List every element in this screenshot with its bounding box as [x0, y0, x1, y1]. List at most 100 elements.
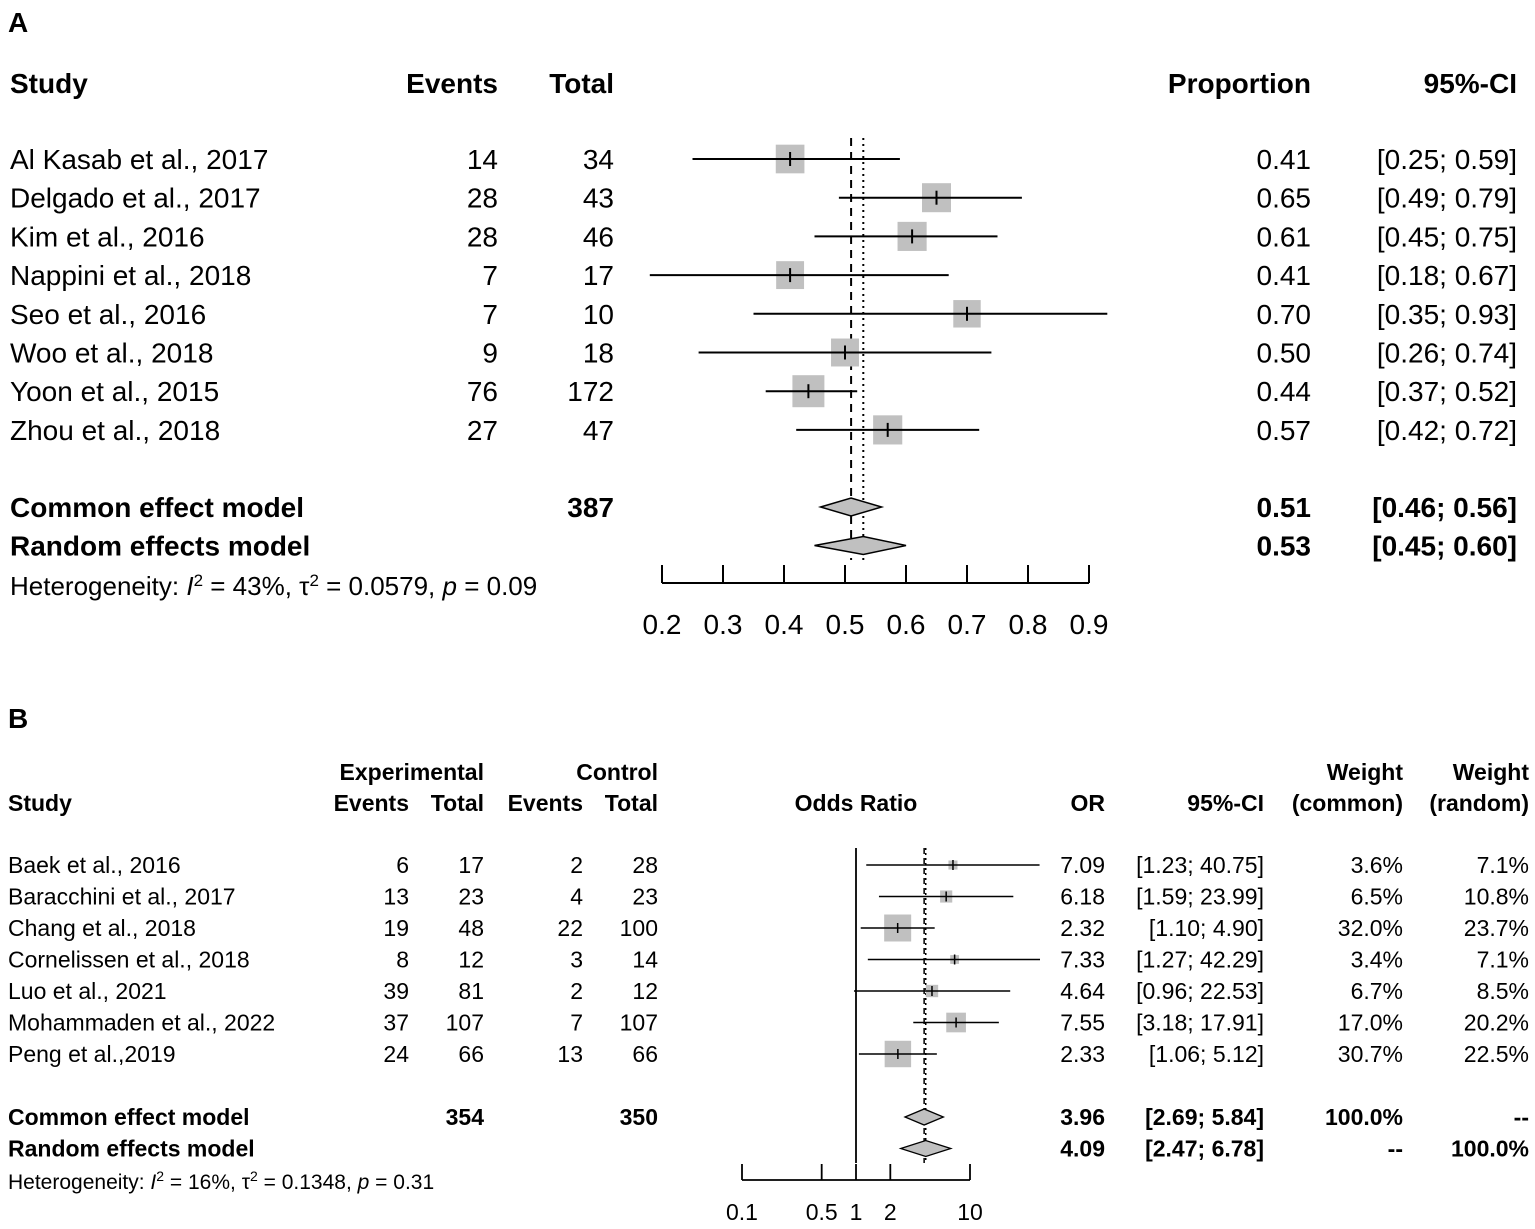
- ctl-total-b: 23: [632, 884, 658, 910]
- exp-total-b: 66: [458, 1041, 484, 1067]
- ci-a: [0.26; 0.74]: [1377, 338, 1517, 369]
- model-estimate-a: 0.51: [1257, 492, 1312, 523]
- total-a: 34: [583, 144, 614, 175]
- or-b: 2.32: [1060, 915, 1105, 941]
- heterogeneity-sup: 2: [309, 571, 318, 590]
- ci-a: [0.45; 0.75]: [1377, 221, 1517, 252]
- exp-events-b: 19: [383, 915, 409, 941]
- or-b: 4.64: [1060, 978, 1105, 1004]
- x-tick-label-a: 0.2: [643, 609, 682, 640]
- header-study-a: Study: [10, 68, 88, 99]
- heterogeneity-tau-symbol: τ: [299, 571, 310, 601]
- exp-events-b: 39: [383, 978, 409, 1004]
- ci-b: [0.96; 22.53]: [1136, 978, 1264, 1004]
- study-name-b: Peng et al.,2019: [8, 1041, 176, 1067]
- weight-common-b: 32.0%: [1338, 915, 1403, 941]
- exp-total-b: 81: [458, 978, 484, 1004]
- heterogeneity-prefix: Heterogeneity:: [10, 571, 186, 601]
- model-or-b: 4.09: [1060, 1136, 1105, 1162]
- study-name-b: Baek et al., 2016: [8, 852, 181, 878]
- total-a: 18: [583, 338, 614, 369]
- x-tick-label-b: 0.5: [806, 1199, 838, 1225]
- heterogeneity-tau: = 0.0579,: [319, 571, 443, 601]
- exp-total-b: 23: [458, 884, 484, 910]
- proportion-a: 0.44: [1257, 376, 1312, 407]
- ci-b: [1.06; 5.12]: [1149, 1041, 1264, 1067]
- model-weight-random-b: 100.0%: [1451, 1136, 1529, 1162]
- model-ci-b: [2.47; 6.78]: [1145, 1136, 1264, 1162]
- model-diamond-b: [898, 1139, 953, 1158]
- header-weight-random-sub-b: (random): [1429, 790, 1529, 816]
- weight-random-b: 22.5%: [1464, 1041, 1529, 1067]
- header-or-b: OR: [1071, 790, 1106, 816]
- header-exp-total-b: Total: [431, 790, 484, 816]
- study-name-b: Mohammaden et al., 2022: [8, 1010, 275, 1036]
- exp-events-b: 24: [383, 1041, 409, 1067]
- exp-total-b: 48: [458, 915, 484, 941]
- x-tick-label-a: 0.7: [948, 609, 987, 640]
- study-name-a: Zhou et al., 2018: [10, 415, 220, 446]
- heterogeneity-prefix: Heterogeneity:: [8, 1171, 150, 1194]
- events-a: 14: [467, 144, 498, 175]
- model-estimate-a: 0.53: [1257, 531, 1312, 562]
- heterogeneity-i2: = 16%,: [164, 1171, 242, 1194]
- weight-common-b: 30.7%: [1338, 1041, 1403, 1067]
- header-proportion-a: Proportion: [1168, 68, 1311, 99]
- heterogeneity-i2-symbol: I: [186, 571, 193, 601]
- ctl-total-b: 12: [632, 978, 658, 1004]
- weight-common-b: 6.5%: [1351, 884, 1403, 910]
- proportion-a: 0.50: [1257, 338, 1312, 369]
- header-ci-b: 95%-CI: [1187, 790, 1264, 816]
- study-name-a: Seo et al., 2016: [10, 299, 206, 330]
- ctl-events-b: 2: [570, 852, 583, 878]
- header-events-a: Events: [406, 68, 498, 99]
- study-name-a: Delgado et al., 2017: [10, 183, 261, 214]
- ctl-total-b: 100: [620, 915, 658, 941]
- weight-random-b: 7.1%: [1477, 852, 1529, 878]
- study-name-b: Cornelissen et al., 2018: [8, 947, 250, 973]
- exp-events-b: 37: [383, 1010, 409, 1036]
- ctl-events-b: 4: [570, 884, 583, 910]
- x-tick-label-b: 10: [957, 1199, 983, 1225]
- proportion-a: 0.65: [1257, 183, 1312, 214]
- x-tick-label-a: 0.9: [1070, 609, 1109, 640]
- x-tick-label-b: 1: [850, 1199, 863, 1225]
- events-a: 7: [482, 260, 498, 291]
- model-ci-a: [0.46; 0.56]: [1372, 492, 1517, 523]
- ci-a: [0.35; 0.93]: [1377, 299, 1517, 330]
- total-a: 43: [583, 183, 614, 214]
- exp-total-b: 107: [446, 1010, 484, 1036]
- header-experimental-b: Experimental: [340, 759, 484, 785]
- exp-events-b: 8: [396, 947, 409, 973]
- study-name-b: Baracchini et al., 2017: [8, 884, 236, 910]
- heterogeneity-p-symbol: p: [357, 1171, 370, 1194]
- ctl-events-b: 7: [570, 1010, 583, 1036]
- ctl-total-b: 28: [632, 852, 658, 878]
- header-exp-events-b: Events: [334, 790, 409, 816]
- model-label-b: Random effects model: [8, 1136, 255, 1162]
- ctl-events-b: 22: [557, 915, 583, 941]
- panel-label-b: B: [8, 703, 28, 734]
- x-tick-label-a: 0.5: [826, 609, 865, 640]
- exp-total-b: 17: [458, 852, 484, 878]
- heterogeneity-a: Heterogeneity: I2 = 43%, τ2 = 0.0579, p …: [10, 571, 537, 602]
- total-a: 172: [567, 376, 614, 407]
- ci-a: [0.18; 0.67]: [1377, 260, 1517, 291]
- weight-common-b: 17.0%: [1338, 1010, 1403, 1036]
- x-tick-label-a: 0.3: [704, 609, 743, 640]
- or-b: 2.33: [1060, 1041, 1105, 1067]
- events-a: 28: [467, 183, 498, 214]
- x-tick-label-a: 0.6: [887, 609, 926, 640]
- or-b: 6.18: [1060, 884, 1105, 910]
- events-a: 9: [482, 338, 498, 369]
- ci-b: [3.18; 17.91]: [1136, 1010, 1264, 1036]
- model-ctl-total-b: 350: [620, 1104, 658, 1130]
- events-a: 27: [467, 415, 498, 446]
- ci-a: [0.37; 0.52]: [1377, 376, 1517, 407]
- model-ci-b: [2.69; 5.84]: [1145, 1104, 1264, 1130]
- heterogeneity-p-symbol: p: [442, 571, 457, 601]
- weight-random-b: 8.5%: [1477, 978, 1529, 1004]
- heterogeneity-tau-symbol: τ: [242, 1171, 251, 1194]
- weight-random-b: 20.2%: [1464, 1010, 1529, 1036]
- ctl-events-b: 13: [557, 1041, 583, 1067]
